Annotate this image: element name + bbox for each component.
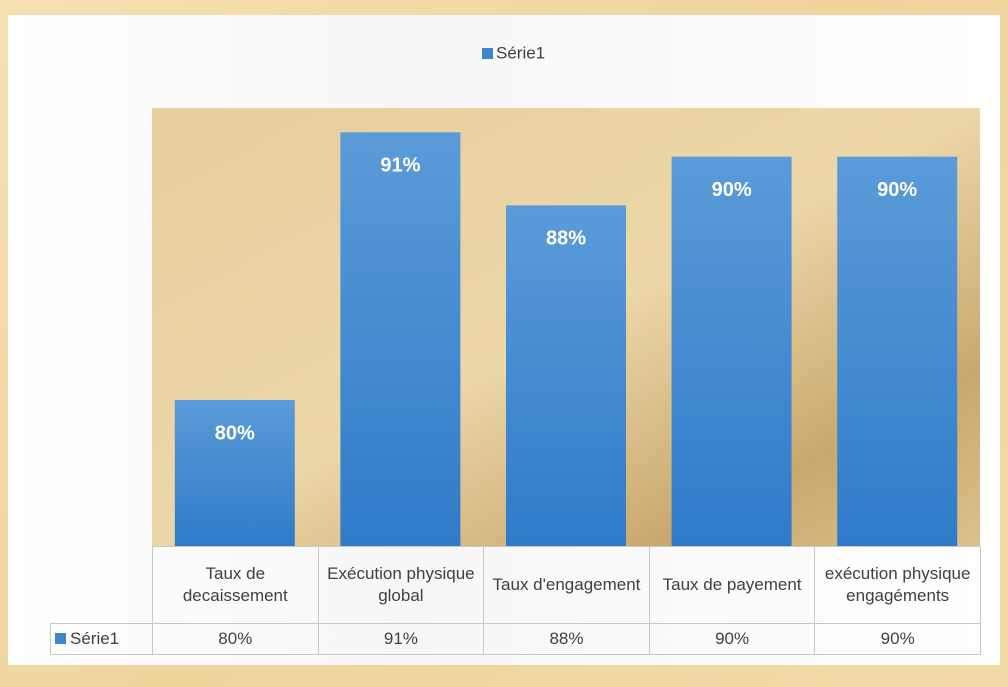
x-tick-label: Taux d'engagement [483, 546, 650, 624]
legend-swatch [55, 633, 66, 644]
corner [50, 546, 153, 624]
table-value: 80% [152, 623, 319, 655]
data-label: 80% [215, 422, 255, 444]
data-table: Taux de decaissement Exécution physique g… [50, 546, 981, 655]
legend-swatch [482, 48, 493, 59]
data-label: 91% [380, 155, 420, 177]
table-value: 91% [317, 623, 485, 655]
category-row: Taux de decaissement Exécution physique g… [50, 546, 981, 624]
bar [174, 400, 295, 546]
data-label: 90% [712, 179, 752, 201]
series-name: Série1 [70, 629, 120, 648]
x-tick-label: exécution physique engagéments [814, 546, 981, 624]
x-tick-label: Taux de payement [648, 546, 816, 624]
table-value: 90% [648, 623, 816, 655]
table-value: 88% [483, 623, 650, 655]
bar [671, 156, 792, 546]
x-tick-label: Taux de decaissement [152, 546, 319, 624]
data-label: 88% [546, 228, 586, 250]
bar [506, 205, 626, 547]
table-value: 90% [814, 623, 981, 655]
x-tick-label: Exécution physique global [317, 546, 485, 624]
bar [837, 156, 958, 546]
legend-label: Série1 [496, 43, 545, 62]
bar [340, 132, 461, 547]
data-label: 90% [877, 179, 917, 201]
series-header: Série1 [50, 623, 153, 655]
value-row: Série1 80% 91% 88% 90% 90% [50, 623, 981, 655]
